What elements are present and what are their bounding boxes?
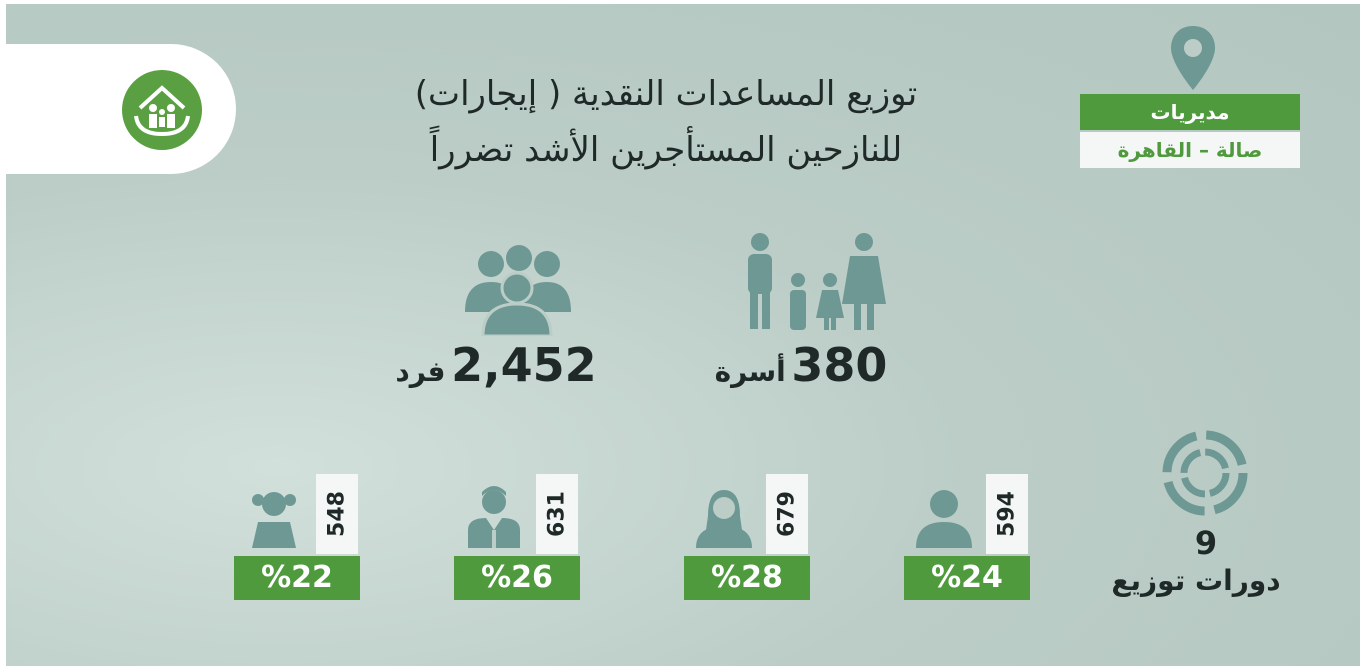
percent: %24 — [904, 556, 1030, 600]
percent: %26 — [454, 556, 580, 600]
count: 679 — [774, 491, 800, 537]
cycles-icon — [1162, 430, 1248, 516]
person-icon — [696, 490, 752, 548]
pin-icon — [1171, 26, 1215, 90]
title: توزيع المساعدات النقدية ( إيجارات) للناز… — [386, 66, 946, 178]
count-box: 548 — [316, 474, 358, 554]
individuals-stat: 2,452 فرد — [386, 338, 606, 392]
location-name: صالة – القاهرة — [1080, 132, 1300, 168]
count-box: 631 — [536, 474, 578, 554]
count-box: 679 — [766, 474, 808, 554]
families-value: 380 — [791, 338, 888, 392]
title-line: توزيع المساعدات النقدية ( إيجارات) — [414, 74, 918, 114]
logo-tab — [6, 44, 236, 174]
count: 548 — [324, 491, 350, 537]
person-icon — [252, 492, 296, 548]
cycles-value: 9 — [1194, 524, 1218, 562]
title-line: للنازحين المستأجرين الأشد تضرراً — [429, 130, 903, 170]
person-icon — [916, 490, 972, 548]
cycles-label: دورات توزيع — [1111, 564, 1281, 597]
percent: %22 — [234, 556, 360, 600]
percent: %28 — [684, 556, 810, 600]
location-label: مديريات — [1080, 94, 1300, 130]
crowd-icon — [465, 245, 571, 336]
count-box: 594 — [986, 474, 1028, 554]
count: 631 — [544, 491, 570, 537]
individuals-label: فرد — [395, 355, 446, 388]
person-icon — [468, 486, 520, 548]
families-label: أسرة — [714, 355, 786, 388]
families-stat: 380 أسرة — [706, 338, 896, 392]
family-icon — [748, 233, 886, 330]
logo-icon — [122, 70, 202, 150]
individuals-value: 2,452 — [451, 338, 597, 392]
count: 594 — [994, 491, 1020, 537]
infographic: توزيع المساعدات النقدية ( إيجارات) للناز… — [6, 4, 1360, 666]
